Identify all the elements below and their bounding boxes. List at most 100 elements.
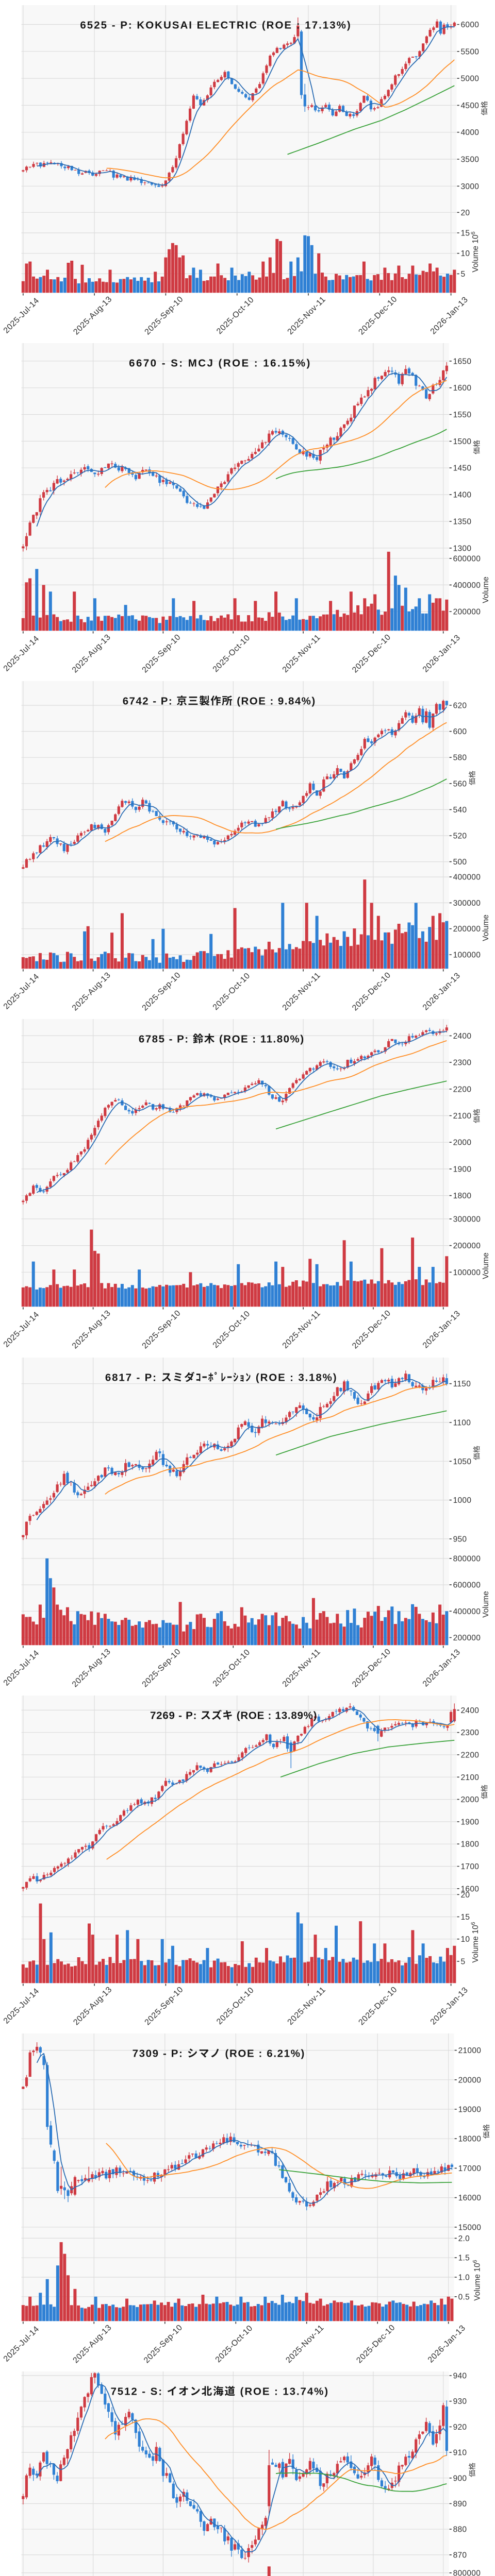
svg-text:6525 - P: KOKUSAI ELECTRIC (RO: 6525 - P: KOKUSAI ELECTRIC (ROE : 17.13%… xyxy=(80,20,351,31)
svg-text:2025-Sep-10: 2025-Sep-10 xyxy=(141,633,183,674)
svg-text:1050: 1050 xyxy=(453,1458,472,1466)
svg-text:200000: 200000 xyxy=(453,1634,481,1642)
svg-text:2300: 2300 xyxy=(453,1059,472,1067)
svg-text:6785 - P:: 6785 - P: xyxy=(139,1033,193,1045)
svg-text:1900: 1900 xyxy=(453,1165,472,1174)
svg-text:2025-Sep-10: 2025-Sep-10 xyxy=(141,1309,183,1350)
svg-text:2025-Oct-10: 2025-Oct-10 xyxy=(214,2324,255,2364)
svg-text:Volume: Volume xyxy=(482,914,490,941)
svg-text:2.0: 2.0 xyxy=(458,2234,470,2243)
svg-text:2025-Aug-13: 2025-Aug-13 xyxy=(71,633,112,674)
svg-text:2400: 2400 xyxy=(461,1706,480,1715)
svg-text:2025-Oct-10: 2025-Oct-10 xyxy=(215,1986,256,2026)
svg-text:(ROE : 9.84%): (ROE : 9.84%) xyxy=(233,696,316,707)
svg-text:2200: 2200 xyxy=(453,1085,472,1094)
svg-text:2025-Sep-10: 2025-Sep-10 xyxy=(141,1647,183,1689)
svg-text:500: 500 xyxy=(453,858,467,867)
svg-text:2200: 2200 xyxy=(461,1751,480,1760)
svg-text:2025-Jul-14: 2025-Jul-14 xyxy=(2,2325,41,2364)
svg-text:1450: 1450 xyxy=(453,464,472,473)
svg-text:(ROE : 6.21%): (ROE : 6.21%) xyxy=(221,2048,305,2060)
svg-text:2025-Sep-10: 2025-Sep-10 xyxy=(142,2323,184,2365)
svg-text:15: 15 xyxy=(461,229,470,238)
svg-text:300000: 300000 xyxy=(453,899,481,908)
svg-text:2025-Jul-14: 2025-Jul-14 xyxy=(2,1649,41,1688)
svg-text:2025-Jul-14: 2025-Jul-14 xyxy=(2,296,41,335)
svg-text:1650: 1650 xyxy=(453,357,472,366)
svg-text:7512 - S:: 7512 - S: xyxy=(111,2386,167,2398)
svg-text:1500: 1500 xyxy=(453,437,472,446)
svg-text:540: 540 xyxy=(453,806,467,815)
svg-text:2026-Jan-13: 2026-Jan-13 xyxy=(421,1309,462,1350)
svg-text:890: 890 xyxy=(453,2500,467,2509)
svg-text:3000: 3000 xyxy=(461,182,480,191)
svg-text:800000: 800000 xyxy=(453,1554,481,1563)
svg-text:2026-Jan-13: 2026-Jan-13 xyxy=(426,2324,467,2364)
svg-text:4000: 4000 xyxy=(461,128,480,137)
svg-text:930: 930 xyxy=(453,2397,467,2406)
svg-text:2025-Jul-14: 2025-Jul-14 xyxy=(2,1987,41,2026)
svg-text:5: 5 xyxy=(461,270,466,279)
svg-text:2025-Nov-11: 2025-Nov-11 xyxy=(284,2324,325,2365)
svg-text:200000: 200000 xyxy=(453,1242,481,1250)
svg-text:2025-Dec-10: 2025-Dec-10 xyxy=(351,971,392,1012)
svg-text:400000: 400000 xyxy=(453,581,481,590)
svg-text:2025-Dec-10: 2025-Dec-10 xyxy=(357,295,399,336)
svg-text:560: 560 xyxy=(453,779,467,788)
svg-text:6670 - S: MCJ (ROE : 16.15%): 6670 - S: MCJ (ROE : 16.15%) xyxy=(129,358,311,369)
svg-text:6817 - P:: 6817 - P: xyxy=(105,1372,161,1384)
svg-text:2025-Oct-10: 2025-Oct-10 xyxy=(211,971,252,1012)
svg-text:2026-Jan-13: 2026-Jan-13 xyxy=(429,295,470,336)
svg-text:15: 15 xyxy=(461,1913,470,1922)
svg-text:2025-Oct-10: 2025-Oct-10 xyxy=(211,633,252,674)
svg-text:2025-Aug-13: 2025-Aug-13 xyxy=(72,1985,113,2027)
svg-text:5500: 5500 xyxy=(461,47,480,56)
svg-text:1300: 1300 xyxy=(453,544,472,553)
svg-text:1000: 1000 xyxy=(453,1496,472,1505)
svg-text:200000: 200000 xyxy=(453,925,481,934)
svg-text:580: 580 xyxy=(453,754,467,762)
svg-text:1600: 1600 xyxy=(453,384,472,393)
svg-text:2025-Sep-10: 2025-Sep-10 xyxy=(143,295,185,336)
svg-text:1.0: 1.0 xyxy=(458,2274,470,2282)
svg-text:Volume 106: Volume 106 xyxy=(470,1922,480,1962)
svg-text:2025-Aug-13: 2025-Aug-13 xyxy=(71,1309,112,1350)
svg-text:1800: 1800 xyxy=(453,1192,472,1200)
svg-text:16000: 16000 xyxy=(458,2194,482,2202)
svg-text:2025-Dec-10: 2025-Dec-10 xyxy=(351,1647,392,1689)
svg-text:2025-Sep-10: 2025-Sep-10 xyxy=(141,971,183,1012)
svg-text:910: 910 xyxy=(453,2449,467,2458)
svg-text:1550: 1550 xyxy=(453,411,472,419)
svg-text:Volume 106: Volume 106 xyxy=(472,2260,482,2300)
svg-text:2025-Nov-11: 2025-Nov-11 xyxy=(281,971,322,1012)
svg-text:2000: 2000 xyxy=(461,1795,480,1804)
svg-text:920: 920 xyxy=(453,2423,467,2432)
svg-text:1700: 1700 xyxy=(461,1862,480,1871)
svg-text:5: 5 xyxy=(461,1957,466,1966)
svg-text:2400: 2400 xyxy=(453,1032,472,1041)
svg-text:1400: 1400 xyxy=(453,491,472,500)
svg-text:2100: 2100 xyxy=(453,1112,472,1121)
svg-text:2025-Aug-13: 2025-Aug-13 xyxy=(71,971,112,1012)
svg-text:940: 940 xyxy=(453,2372,467,2381)
svg-text:2026-Jan-13: 2026-Jan-13 xyxy=(429,1986,470,2026)
svg-text:2026-Jan-13: 2026-Jan-13 xyxy=(421,971,462,1012)
svg-text:(ROE : 13.89%): (ROE : 13.89%) xyxy=(233,1710,317,1722)
svg-text:20: 20 xyxy=(461,1891,470,1900)
svg-text:800000: 800000 xyxy=(453,2569,481,2576)
svg-text:1.5: 1.5 xyxy=(458,2254,470,2263)
svg-text:900: 900 xyxy=(453,2474,467,2483)
svg-text:2025-Nov-11: 2025-Nov-11 xyxy=(281,1309,322,1350)
svg-text:2025-Sep-10: 2025-Sep-10 xyxy=(143,1985,185,2027)
svg-text:400000: 400000 xyxy=(453,873,481,882)
svg-text:Volume: Volume xyxy=(482,1591,490,1618)
svg-text:2025-Oct-10: 2025-Oct-10 xyxy=(215,295,256,336)
svg-text:20: 20 xyxy=(461,209,470,217)
svg-text:2000: 2000 xyxy=(453,1139,472,1147)
svg-text:300000: 300000 xyxy=(453,1215,481,1224)
svg-text:870: 870 xyxy=(453,2551,467,2560)
svg-text:4500: 4500 xyxy=(461,101,480,110)
svg-text:1150: 1150 xyxy=(453,1380,471,1388)
svg-text:2025-Dec-10: 2025-Dec-10 xyxy=(351,633,392,674)
svg-text:(ROE : 13.74%): (ROE : 13.74%) xyxy=(236,2386,329,2398)
